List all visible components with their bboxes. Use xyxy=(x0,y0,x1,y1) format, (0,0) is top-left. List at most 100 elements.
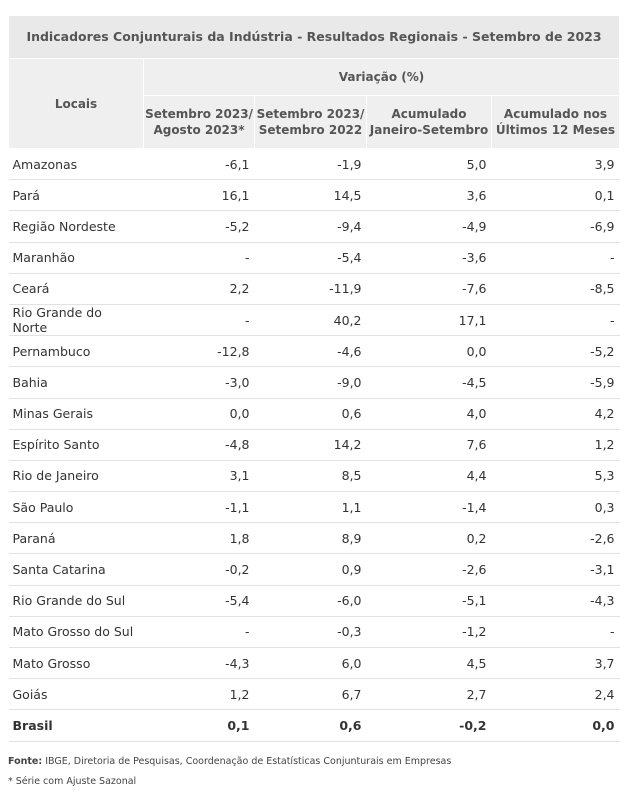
cell: -8,5 xyxy=(491,273,620,305)
table-title: Indicadores Conjunturais da Indústria - … xyxy=(7,15,621,59)
cell: 2,2 xyxy=(143,273,255,305)
cell: -1,9 xyxy=(254,148,367,181)
table-row: Rio Grande do Norte -40,2 17,1- xyxy=(8,304,620,337)
row-label: Mato Grosso do Sul xyxy=(8,616,144,649)
table-row: Santa Catarina -0,2 0,9 -2,6 -3,1 xyxy=(8,553,620,586)
cell: 0,9 xyxy=(254,553,367,586)
cell: 3,9 xyxy=(491,148,620,181)
cell: 6,7 xyxy=(254,678,367,711)
cell: -7,6 xyxy=(366,273,492,305)
table-row: Maranhão - -5,4 -3,6- xyxy=(8,242,620,274)
cell: 8,5 xyxy=(254,460,367,493)
row-label: Espírito Santo xyxy=(8,429,144,461)
cell: -1,2 xyxy=(366,616,492,649)
cell: 4,5 xyxy=(366,647,492,680)
cell: 1,8 xyxy=(143,522,255,555)
cell: - xyxy=(143,304,255,337)
cell: -12,8 xyxy=(143,335,255,368)
cell: -4,6 xyxy=(254,335,367,368)
row-label: São Paulo xyxy=(8,491,144,524)
row-label: Brasil xyxy=(8,709,144,742)
table-row: Amazonas -6,1 -1,9 5,0 3,9 xyxy=(8,148,620,181)
row-label: Paraná xyxy=(8,522,144,555)
table-row: Goiás 1,2 6,7 2,7 2,4 xyxy=(8,678,620,711)
table-row: Rio de Janeiro 3,1 8,5 4,4 5,3 xyxy=(8,460,620,493)
cell: 0,0 xyxy=(143,398,255,430)
source-label: Fonte: xyxy=(8,755,43,767)
cell: 2,7 xyxy=(366,678,492,711)
column-header: Setembro 2023/ Setembro 2022 xyxy=(254,95,367,149)
cell: 2,4 xyxy=(491,678,620,711)
row-label: Região Nordeste xyxy=(8,210,144,243)
cell: -3,6 xyxy=(366,242,492,274)
cell: - xyxy=(491,304,620,337)
row-label: Rio Grande do Norte xyxy=(8,304,144,337)
cell: 3,7 xyxy=(491,647,620,680)
cell: -4,3 xyxy=(491,585,620,617)
cell: -11,9 xyxy=(254,273,367,305)
cell: 0,0 xyxy=(491,709,620,742)
cell: 4,4 xyxy=(366,460,492,493)
cell: 0,0 xyxy=(366,335,492,368)
cell: 0,1 xyxy=(143,709,255,742)
cell: -5,9 xyxy=(491,366,620,399)
cell: -9,0 xyxy=(254,366,367,399)
cell: 4,2 xyxy=(491,398,620,430)
cell: 1,1 xyxy=(254,491,367,524)
row-label: Amazonas xyxy=(8,148,144,181)
cell: 0,3 xyxy=(491,491,620,524)
cell: 5,0 xyxy=(366,148,492,181)
row-label: Mato Grosso xyxy=(8,647,144,680)
row-header: Locais xyxy=(8,58,144,149)
cell: 5,3 xyxy=(491,460,620,493)
column-header: Acumulado Janeiro-Setembro xyxy=(366,95,492,149)
cell: 3,6 xyxy=(366,179,492,212)
cell: -5,4 xyxy=(254,242,367,274)
table-row: Espírito Santo -4,8 14,2 7,6 1,2 xyxy=(8,429,620,461)
cell: 3,1 xyxy=(143,460,255,493)
cell: -6,0 xyxy=(254,585,367,617)
cell: 0,1 xyxy=(491,179,620,212)
row-label: Pará xyxy=(8,179,144,212)
cell: - xyxy=(491,242,620,274)
cell: - xyxy=(491,616,620,649)
column-header: Setembro 2023/ Agosto 2023* xyxy=(143,95,255,149)
cell: 14,2 xyxy=(254,429,367,461)
cell: -5,4 xyxy=(143,585,255,617)
table-row: Pará 16,1 14,5 3,6 0,1 xyxy=(8,179,620,212)
cell: 17,1 xyxy=(366,304,492,337)
note: * Série com Ajuste Sazonal xyxy=(8,775,137,787)
cell: 4,0 xyxy=(366,398,492,430)
table-row: Região Nordeste -5,2 -9,4 -4,9 -6,9 xyxy=(8,210,620,243)
cell: 16,1 xyxy=(143,179,255,212)
cell: -5,2 xyxy=(491,335,620,368)
row-label: Santa Catarina xyxy=(8,553,144,586)
cell: -5,1 xyxy=(366,585,492,617)
table-container: Indicadores Conjunturais da Indústria - … xyxy=(7,15,621,792)
row-label: Bahia xyxy=(8,366,144,399)
table-row: Brasil 0,1 0,6 -0,2 0,0 xyxy=(8,709,620,742)
cell: -4,5 xyxy=(366,366,492,399)
table-row: Paraná 1,8 8,9 0,2 -2,6 xyxy=(8,522,620,555)
cell: 6,0 xyxy=(254,647,367,680)
cell: -0,2 xyxy=(143,553,255,586)
cell: - xyxy=(143,616,255,649)
footer: Fonte: IBGE, Diretoria de Pesquisas, Coo… xyxy=(8,752,619,792)
cell: 14,5 xyxy=(254,179,367,212)
row-label: Pernambuco xyxy=(8,335,144,368)
table-row: Ceará 2,2 -11,9 -7,6 -8,5 xyxy=(8,273,620,305)
cell: - xyxy=(143,242,255,274)
cell: -1,1 xyxy=(143,491,255,524)
table-row: Mato Grosso -4,3 6,0 4,5 3,7 xyxy=(8,647,620,680)
table-row: Rio Grande do Sul -5,4 -6,0 -5,1 -4,3 xyxy=(8,585,620,617)
table-row: Bahia -3,0 -9,0 -4,5 -5,9 xyxy=(8,366,620,399)
table-row: São Paulo -1,1 1,1 -1,4 0,3 xyxy=(8,491,620,524)
row-label: Rio Grande do Sul xyxy=(8,585,144,617)
cell: 1,2 xyxy=(143,678,255,711)
row-label: Ceará xyxy=(8,273,144,305)
cell: -5,2 xyxy=(143,210,255,243)
cell: -4,3 xyxy=(143,647,255,680)
cell: -2,6 xyxy=(491,522,620,555)
cell: 40,2 xyxy=(254,304,367,337)
